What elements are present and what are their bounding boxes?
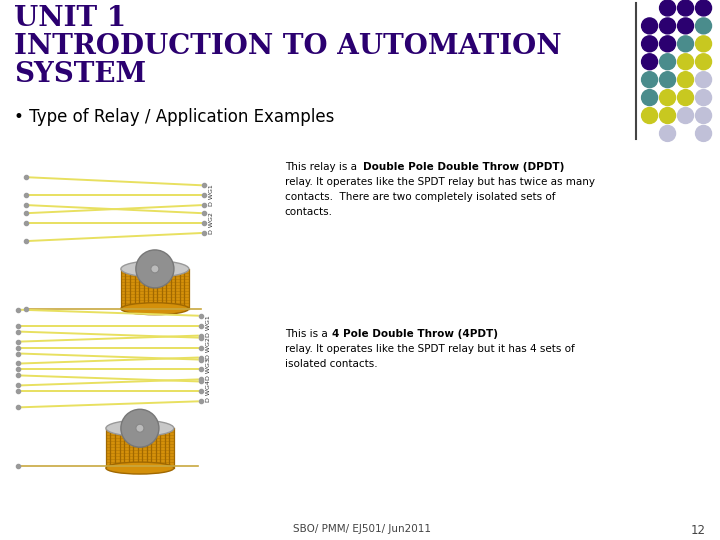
Text: D WG4: D WG4: [207, 381, 212, 402]
Text: isolated contacts.: isolated contacts.: [285, 359, 377, 368]
Text: relay. It operates like the SPDT relay but it has 4 sets of: relay. It operates like the SPDT relay b…: [285, 343, 575, 354]
Text: INTRODUCTION TO AUTOMATION: INTRODUCTION TO AUTOMATION: [14, 33, 562, 60]
Text: 12: 12: [690, 524, 706, 537]
Text: D WG3: D WG3: [207, 359, 212, 380]
Circle shape: [660, 0, 675, 16]
Circle shape: [678, 72, 693, 87]
Circle shape: [678, 107, 693, 124]
Text: D WG2: D WG2: [210, 212, 215, 234]
Ellipse shape: [121, 261, 189, 277]
Text: contacts.: contacts.: [285, 207, 333, 217]
Circle shape: [642, 72, 657, 87]
Circle shape: [696, 107, 711, 124]
Text: D WG1: D WG1: [207, 315, 212, 336]
Circle shape: [660, 107, 675, 124]
Circle shape: [678, 54, 693, 70]
Circle shape: [696, 54, 711, 70]
Circle shape: [642, 107, 657, 124]
Circle shape: [696, 90, 711, 105]
Text: relay. It operates like the SPDT relay but has twice as many: relay. It operates like the SPDT relay b…: [285, 177, 595, 187]
Circle shape: [121, 409, 159, 447]
Ellipse shape: [121, 303, 189, 315]
Text: D WG2: D WG2: [207, 336, 212, 359]
Circle shape: [678, 36, 693, 52]
Circle shape: [696, 0, 711, 16]
Text: This is a: This is a: [285, 329, 330, 339]
Circle shape: [151, 265, 159, 273]
Circle shape: [660, 72, 675, 87]
Text: 4 Pole Double Throw (4PDT): 4 Pole Double Throw (4PDT): [332, 329, 498, 339]
Text: SBO/ PMM/ EJ501/ Jun2011: SBO/ PMM/ EJ501/ Jun2011: [293, 524, 431, 534]
Circle shape: [660, 36, 675, 52]
Text: This relay is a: This relay is a: [285, 163, 360, 172]
Text: SYSTEM: SYSTEM: [14, 60, 146, 87]
Circle shape: [696, 72, 711, 87]
Circle shape: [642, 54, 657, 70]
Circle shape: [642, 36, 657, 52]
Circle shape: [660, 125, 675, 141]
Bar: [106, 428, 174, 468]
Circle shape: [696, 125, 711, 141]
Bar: [121, 269, 189, 309]
Text: Double Pole Double Throw (DPDT): Double Pole Double Throw (DPDT): [363, 163, 564, 172]
Circle shape: [660, 18, 675, 34]
Circle shape: [696, 36, 711, 52]
Ellipse shape: [106, 420, 174, 436]
Circle shape: [678, 0, 693, 16]
Circle shape: [660, 54, 675, 70]
Circle shape: [642, 18, 657, 34]
Circle shape: [136, 424, 144, 432]
Text: D WG1: D WG1: [210, 184, 215, 206]
Circle shape: [642, 90, 657, 105]
Circle shape: [678, 18, 693, 34]
Circle shape: [136, 250, 174, 288]
Circle shape: [696, 18, 711, 34]
Text: • Type of Relay / Application Examples: • Type of Relay / Application Examples: [14, 107, 334, 126]
Ellipse shape: [106, 462, 174, 474]
Text: UNIT 1: UNIT 1: [14, 5, 126, 32]
Circle shape: [678, 90, 693, 105]
Text: contacts.  There are two completely isolated sets of: contacts. There are two completely isola…: [285, 192, 555, 202]
Circle shape: [660, 90, 675, 105]
